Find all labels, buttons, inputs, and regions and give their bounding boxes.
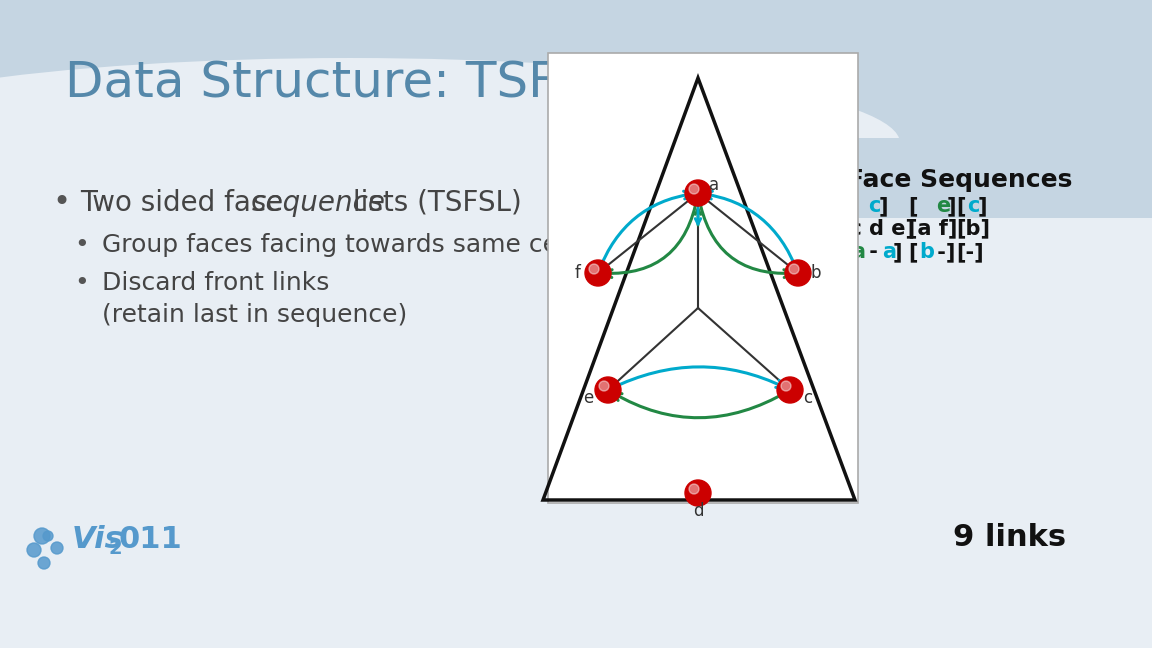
Circle shape	[776, 377, 803, 403]
Circle shape	[585, 260, 611, 286]
Text: e: e	[935, 196, 950, 216]
Circle shape	[685, 180, 711, 206]
Text: Two sided face: Two sided face	[79, 189, 291, 217]
FancyArrowPatch shape	[604, 196, 697, 277]
Text: -]: -]	[930, 242, 955, 262]
Text: ]: ]	[893, 242, 902, 262]
FancyArrowPatch shape	[599, 191, 692, 270]
Circle shape	[689, 184, 699, 194]
Circle shape	[35, 528, 50, 544]
Text: [c d e]: [c d e]	[840, 218, 915, 238]
Text: b: b	[811, 264, 821, 282]
Text: [a f]: [a f]	[908, 218, 957, 238]
FancyBboxPatch shape	[548, 53, 858, 503]
Text: Back: Back	[768, 242, 824, 262]
Text: 011: 011	[119, 526, 183, 555]
Text: e: e	[583, 389, 593, 407]
Text: [-]: [-]	[956, 242, 984, 262]
Text: c: c	[967, 196, 979, 216]
Text: c: c	[803, 389, 812, 407]
Text: (retain last in sequence): (retain last in sequence)	[103, 303, 408, 327]
Text: [: [	[908, 242, 917, 262]
Ellipse shape	[0, 58, 900, 228]
Circle shape	[51, 542, 63, 554]
Circle shape	[26, 543, 41, 557]
Circle shape	[43, 531, 53, 541]
Text: Vis: Vis	[71, 526, 123, 555]
Circle shape	[594, 377, 621, 403]
Text: ]: ]	[947, 196, 956, 216]
Text: Data Structure: TSFSL: Data Structure: TSFSL	[65, 59, 615, 107]
Text: 9 links: 9 links	[954, 524, 1067, 553]
Text: sequence: sequence	[252, 189, 386, 217]
Circle shape	[685, 480, 711, 506]
FancyArrowPatch shape	[704, 191, 797, 270]
Text: a: a	[882, 242, 896, 262]
Circle shape	[785, 260, 811, 286]
FancyBboxPatch shape	[799, 138, 1152, 218]
Text: Front: Front	[768, 196, 831, 216]
Text: ]: ]	[879, 196, 888, 216]
Text: •: •	[74, 233, 89, 257]
FancyArrowPatch shape	[611, 367, 785, 389]
Text: •: •	[74, 271, 89, 295]
Text: a: a	[851, 242, 865, 262]
Text: Discard front links: Discard front links	[103, 271, 329, 295]
Text: •: •	[52, 189, 70, 218]
Circle shape	[689, 484, 699, 494]
Circle shape	[38, 557, 50, 569]
Text: [: [	[908, 196, 917, 216]
FancyArrowPatch shape	[698, 196, 791, 277]
Text: [: [	[956, 196, 965, 216]
Text: lists (TSFSL): lists (TSFSL)	[344, 189, 522, 217]
Text: Group faces facing towards same cell: Group faces facing towards same cell	[103, 233, 573, 257]
Circle shape	[589, 264, 599, 274]
Text: a: a	[708, 176, 719, 194]
Text: d: d	[692, 502, 703, 520]
Text: c: c	[867, 196, 880, 216]
Text: [: [	[840, 242, 849, 262]
Text: b: b	[919, 242, 934, 262]
Circle shape	[781, 381, 791, 391]
Text: -: -	[862, 242, 878, 262]
FancyBboxPatch shape	[0, 0, 1152, 143]
Text: [b]: [b]	[956, 218, 990, 238]
Text: f: f	[575, 264, 581, 282]
Text: 2: 2	[109, 538, 122, 557]
Circle shape	[789, 264, 799, 274]
Text: [: [	[840, 196, 849, 216]
FancyArrowPatch shape	[613, 391, 788, 418]
Circle shape	[599, 381, 609, 391]
Text: Face Sequences: Face Sequences	[848, 168, 1073, 192]
Text: ]: ]	[978, 196, 987, 216]
